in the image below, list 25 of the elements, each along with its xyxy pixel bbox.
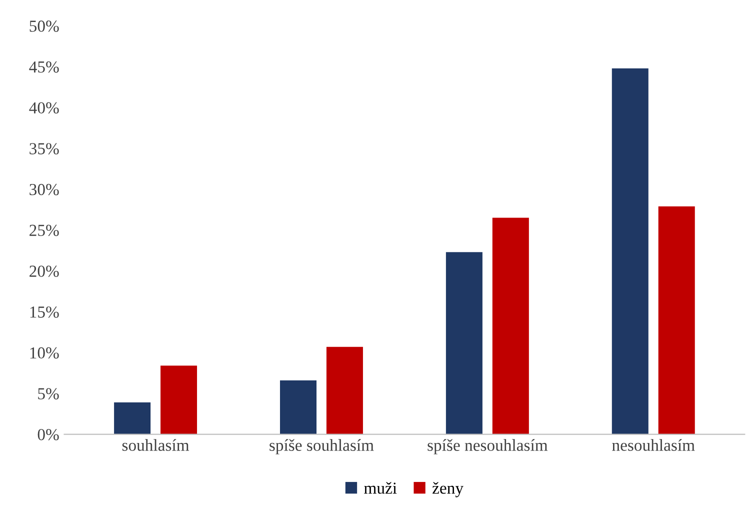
bar (160, 366, 198, 434)
y-tick-label: 10% (30, 347, 59, 359)
bar (658, 206, 695, 434)
bar (446, 252, 482, 434)
y-tick-label: 50% (30, 20, 59, 32)
legend-label: muži (364, 482, 397, 494)
x-tick-label: nesouhlasím (612, 439, 695, 451)
y-tick-label: 40% (29, 102, 59, 114)
y-tick-label: 0% (38, 428, 59, 440)
y-tick-label: 5% (38, 388, 59, 400)
legend-label: ženy (432, 482, 464, 498)
x-tick-label: spíše nesouhlasím (428, 439, 548, 454)
bar (114, 402, 151, 434)
bar (326, 346, 363, 434)
y-tick-label: 30% (30, 184, 59, 196)
bar (492, 218, 529, 434)
y-tick-label: 35% (30, 143, 59, 154)
y-tick-label: 20% (30, 266, 59, 277)
bar (612, 68, 648, 434)
y-tick-label: 25% (30, 224, 59, 236)
x-tick-label: souhlasím (122, 439, 190, 451)
bar (280, 380, 317, 434)
y-tick-label: 15% (30, 306, 59, 318)
y-tick-label: 45% (29, 61, 59, 73)
x-tick-label: spíše souhlasím (270, 439, 374, 454)
